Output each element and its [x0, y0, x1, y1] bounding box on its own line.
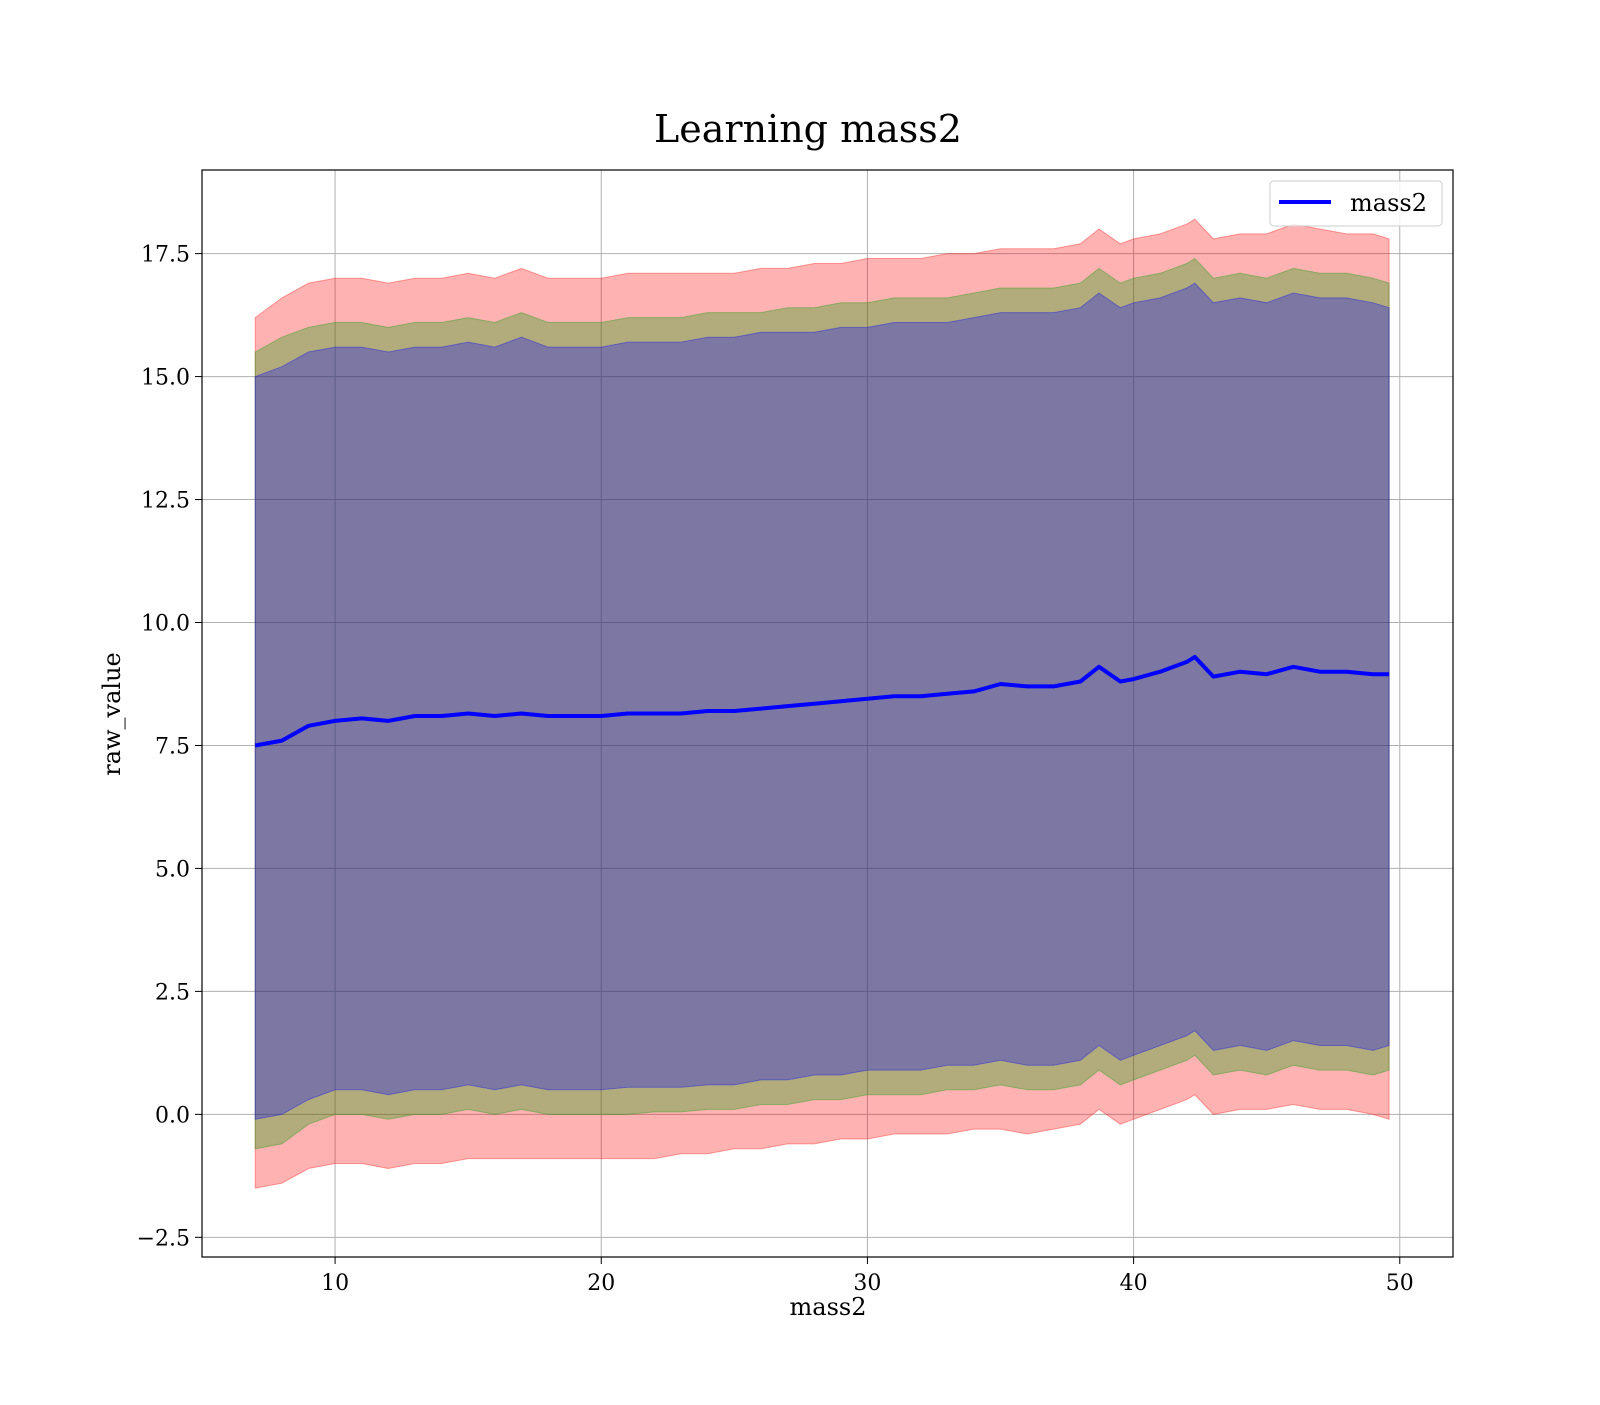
- y-axis-ticks: −2.5 0.0 2.5 5.0 7.5 10.0 12.5 15.0 17.5: [137, 243, 202, 1251]
- x-tick-label: 30: [853, 1271, 881, 1296]
- x-axis-label: mass2: [790, 1293, 867, 1321]
- chart-legend: mass2: [1269, 180, 1443, 227]
- chart-title: Learning mass2: [654, 107, 962, 151]
- legend-label: mass2: [1350, 189, 1427, 217]
- x-tick-label: 40: [1120, 1271, 1148, 1296]
- y-tick-label: 15.0: [141, 366, 190, 391]
- x-tick-label: 20: [587, 1271, 615, 1296]
- y-tick-label: 10.0: [141, 612, 190, 637]
- y-tick-label: 2.5: [155, 980, 190, 1005]
- y-tick-label: 17.5: [141, 243, 190, 268]
- y-axis-label: raw_value: [98, 652, 126, 776]
- y-tick-label: 0.0: [155, 1103, 190, 1128]
- y-tick-label: 7.5: [155, 734, 190, 759]
- y-tick-label: −2.5: [137, 1226, 190, 1251]
- x-tick-label: 50: [1386, 1271, 1414, 1296]
- plot-frame: [201, 169, 1454, 1258]
- series-line-mass2: [254, 654, 1390, 748]
- y-tick-label: 5.0: [155, 857, 190, 882]
- grid-lines: [202, 170, 1453, 1257]
- x-tick-label: 10: [321, 1271, 349, 1296]
- series-lines: [254, 654, 1390, 748]
- y-tick-label: 12.5: [141, 489, 190, 514]
- x-axis-ticks: 10 20 30 40 50: [321, 1257, 1414, 1296]
- legend-frame: [1269, 180, 1443, 227]
